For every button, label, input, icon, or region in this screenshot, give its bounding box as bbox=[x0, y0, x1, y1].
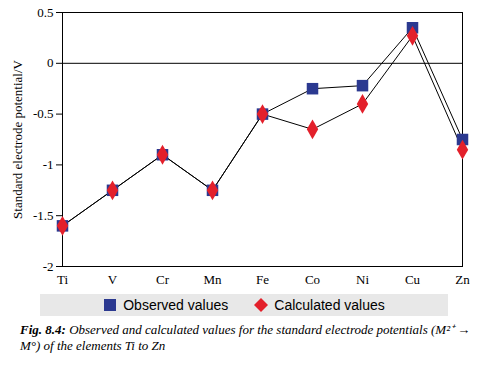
svg-text:Ni: Ni bbox=[356, 272, 369, 287]
svg-text:0.5: 0.5 bbox=[37, 5, 53, 20]
svg-text:-0.5: -0.5 bbox=[33, 106, 54, 121]
html-text:Calculated values: Calculated values bbox=[274, 297, 385, 313]
svg-text:Co: Co bbox=[305, 272, 320, 287]
svg-text:Standard electrode potential/V: Standard electrode potential/V bbox=[10, 59, 25, 218]
svg-text:Ti: Ti bbox=[57, 272, 68, 287]
svg-text:0: 0 bbox=[47, 55, 54, 70]
svg-text:Cu: Cu bbox=[405, 272, 421, 287]
svg-text:-1: -1 bbox=[43, 157, 54, 172]
svg-text:Mn: Mn bbox=[203, 272, 222, 287]
svg-text:-1.5: -1.5 bbox=[33, 208, 54, 223]
svg-text:-2: -2 bbox=[43, 259, 54, 274]
html-text:Fig. 8.4: Observed and calcula: Fig. 8.4: Observed and calculated values… bbox=[20, 322, 471, 354]
svg-text:Zn: Zn bbox=[455, 272, 470, 287]
svg-text:Fe: Fe bbox=[256, 272, 269, 287]
svg-text:Cr: Cr bbox=[156, 272, 170, 287]
svg-text:V: V bbox=[108, 272, 118, 287]
html-text:Observed values: Observed values bbox=[123, 297, 229, 313]
